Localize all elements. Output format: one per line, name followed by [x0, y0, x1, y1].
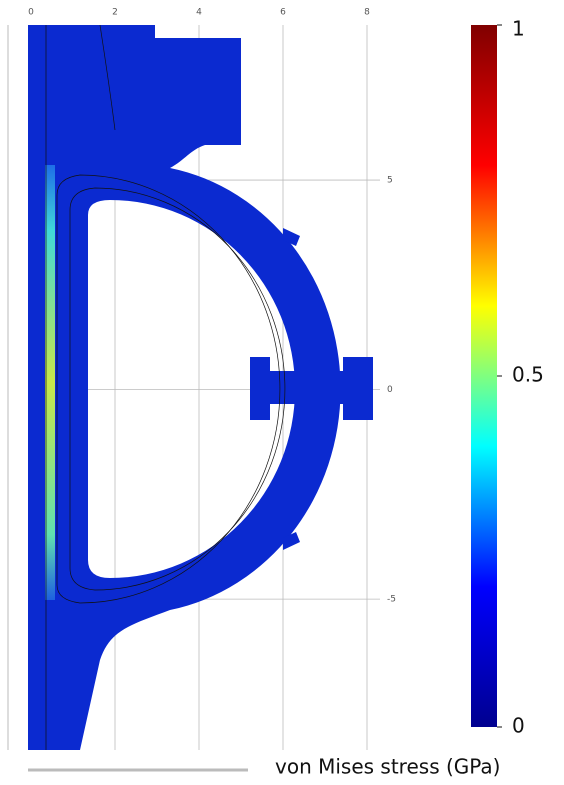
stress-field: [28, 25, 341, 750]
colorbar-tick-label: 0: [512, 714, 525, 738]
axes: 0 2 4 6 8 5 0 -5: [28, 8, 396, 605]
colorbar-label: von Mises stress (GPa): [275, 755, 501, 779]
x-tick-label: 8: [364, 8, 370, 18]
flange: [250, 357, 373, 420]
x-tick-label: 6: [280, 8, 286, 18]
y-tick-label: -5: [387, 595, 396, 605]
y-tick-label: 0: [387, 385, 393, 395]
y-tick-label: 5: [387, 176, 393, 186]
stress-hotspot: [45, 165, 55, 600]
contours: [45, 24, 286, 750]
colorbar: [471, 25, 497, 727]
colorbar-tick-label: 0.5: [512, 363, 544, 387]
x-tick-label: 2: [112, 8, 118, 18]
x-tick-label: 4: [196, 8, 202, 18]
x-tick-label: 0: [28, 8, 34, 18]
colorbar-tick-label: 1: [512, 17, 525, 41]
